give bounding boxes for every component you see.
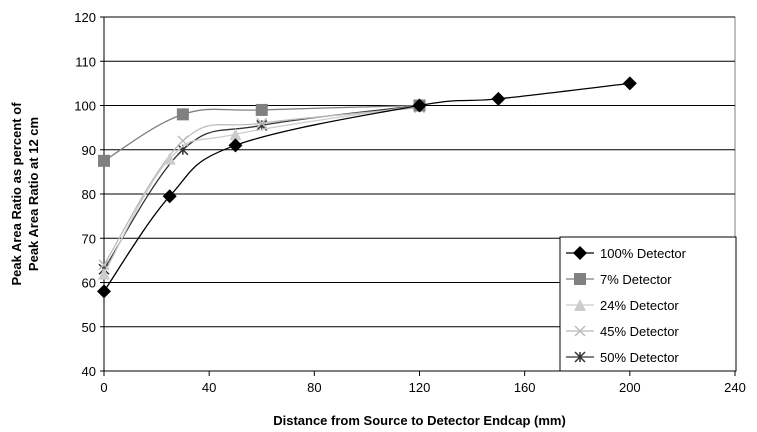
x-tick-label: 240 [724, 380, 746, 395]
data-point [256, 117, 268, 129]
x-tick-label: 0 [100, 380, 107, 395]
y-tick-label: 90 [82, 143, 96, 158]
y-tick-label: 60 [82, 276, 96, 291]
y-axis-title-line-2: Peak Area Ratio at 12 cm [26, 117, 41, 271]
x-tick-label: 160 [514, 380, 536, 395]
y-tick-label: 80 [82, 187, 96, 202]
series-line [103, 104, 420, 274]
legend-marker [574, 325, 586, 337]
x-tick-label: 120 [409, 380, 431, 395]
x-axis-ticks: 0 40 80 120 160 200 240 [100, 371, 746, 395]
data-point [163, 152, 176, 165]
data-point [412, 98, 427, 113]
legend-item: 24% Detector [566, 298, 679, 313]
legend-marker [574, 351, 586, 363]
series-line [103, 82, 630, 292]
legend-item: 50% Detector [566, 350, 679, 365]
data-point [176, 108, 189, 121]
legend-label: 100% Detector [600, 246, 687, 261]
y-tick-label: 110 [75, 54, 96, 69]
y-axis-title-line-1: Peak Area Ratio as percent of [9, 102, 24, 286]
legend-item: 45% Detector [566, 324, 679, 339]
y-tick-label: 70 [82, 231, 96, 246]
data-point [228, 138, 243, 153]
y-tick-label: 50 [82, 320, 96, 335]
series-layer [97, 76, 637, 299]
data-point [162, 189, 177, 204]
series-line [103, 107, 420, 266]
y-tick-label: 120 [74, 10, 96, 25]
x-tick-label: 40 [202, 380, 216, 395]
y-axis-ticks: 40 50 60 70 80 90 100 110 120 [74, 10, 105, 379]
legend-box [559, 236, 737, 372]
legend-marker [574, 299, 586, 311]
legend-item: 100% Detector [566, 246, 687, 261]
x-tick-label: 80 [307, 380, 321, 395]
legend-label: 7% Detector [600, 272, 672, 287]
data-point [622, 76, 637, 91]
data-point [229, 128, 242, 141]
y-tick-label: 40 [82, 364, 96, 379]
legend-label: 50% Detector [600, 350, 679, 365]
x-axis-title: Distance from Source to Detector Endcap … [273, 413, 566, 428]
data-point [255, 103, 268, 116]
series-100-detector [97, 76, 637, 299]
data-point [98, 154, 110, 167]
legend: 100% Detector 7% Detector 24% Detector 45% … [559, 236, 737, 372]
data-point [491, 91, 506, 106]
data-point [98, 267, 110, 280]
legend-marker [574, 273, 586, 285]
legend-label: 24% Detector [600, 298, 679, 313]
legend-item: 7% Detector [566, 272, 672, 287]
legend-marker [573, 246, 587, 260]
data-point [97, 284, 111, 299]
x-tick-label: 200 [619, 380, 641, 395]
y-tick-label: 100 [74, 99, 96, 114]
legend-label: 45% Detector [600, 324, 679, 339]
series-line [103, 104, 420, 162]
